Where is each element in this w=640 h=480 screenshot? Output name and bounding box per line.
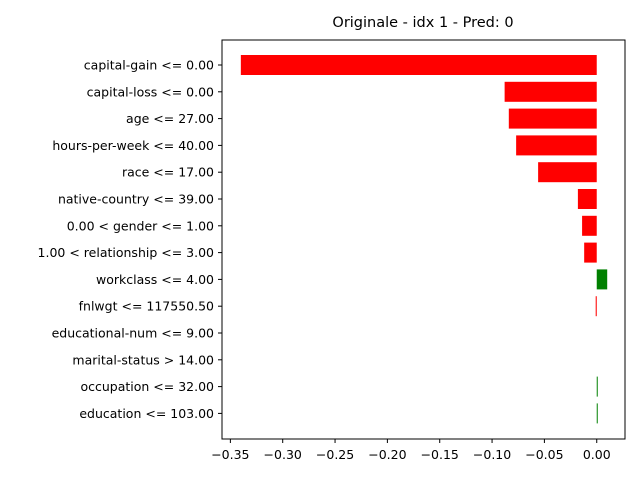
- category-labels: capital-gain <= 0.00 capital-loss <= 0.00…: [38, 58, 222, 421]
- x-tick-label: −0.10: [473, 447, 511, 462]
- x-axis-ticks: −0.35 −0.30 −0.25 −0.20 −0.15 −0.10 −0.05 0.00: [211, 439, 611, 462]
- x-tick-label: −0.15: [421, 447, 459, 462]
- bar: [595, 296, 597, 317]
- x-tick-label: −0.30: [264, 447, 302, 462]
- category-label: marital-status > 14.00: [72, 352, 214, 367]
- bar: [596, 403, 598, 424]
- x-tick-label: −0.25: [316, 447, 354, 462]
- bar: [504, 81, 597, 102]
- bar: [516, 135, 597, 156]
- bar: [577, 189, 597, 209]
- x-tick-label: −0.05: [525, 447, 563, 462]
- bar: [584, 242, 597, 263]
- category-label: 0.00 < gender <= 1.00: [67, 218, 214, 233]
- bar: [582, 215, 597, 236]
- category-label: race <= 17.00: [122, 165, 214, 180]
- bars-group: [240, 55, 608, 424]
- x-tick-label: 0.00: [583, 447, 611, 462]
- bar: [240, 55, 597, 75]
- chart-title: Originale - idx 1 - Pred: 0: [332, 15, 513, 31]
- category-label: education <= 103.00: [79, 406, 214, 421]
- category-label: age <= 27.00: [126, 111, 214, 126]
- bar: [596, 376, 598, 397]
- bar: [538, 162, 597, 183]
- category-label: educational-num <= 9.00: [52, 326, 214, 341]
- category-label: 1.00 < relationship <= 3.00: [38, 245, 214, 260]
- category-label: hours-per-week <= 40.00: [52, 138, 214, 153]
- category-label: fnlwgt <= 117550.50: [79, 299, 214, 314]
- category-label: occupation <= 32.00: [80, 379, 214, 394]
- category-label: capital-loss <= 0.00: [87, 84, 214, 99]
- x-tick-label: −0.20: [368, 447, 406, 462]
- category-label: workclass <= 4.00: [96, 272, 214, 287]
- category-label: capital-gain <= 0.00: [84, 58, 214, 73]
- plot-frame: [221, 39, 626, 440]
- bar: [596, 269, 608, 290]
- category-label: native-country <= 39.00: [58, 192, 214, 207]
- x-tick-label: −0.35: [211, 447, 249, 462]
- bar: [508, 108, 597, 129]
